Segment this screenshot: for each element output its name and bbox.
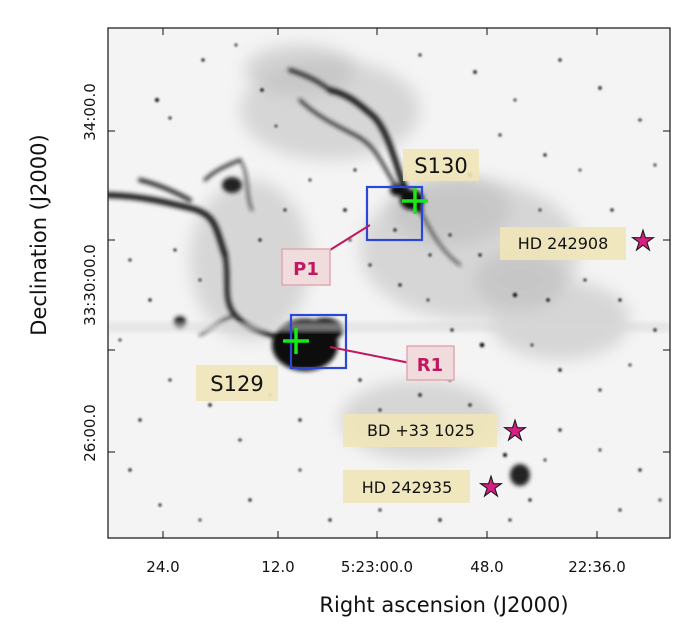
bd33-label: BD +33 1025 [367, 421, 475, 440]
x-tick-label: 22:36.0 [568, 558, 626, 576]
p1-label-bg [281, 248, 331, 286]
y-tick-label: 26:00.0 [81, 404, 99, 462]
p1-label: P1 [293, 259, 319, 280]
s129-cross-marker [283, 328, 309, 354]
tick-marks [108, 28, 670, 538]
x-axis-label: Right ascension (J2000) [319, 593, 568, 617]
r1-label: R1 [417, 355, 443, 376]
r1-pointer-line [329, 346, 411, 364]
r1-label-bg [406, 345, 455, 381]
plot-frame [107, 27, 671, 539]
hd242935-label-bg [343, 470, 470, 503]
hd242908-label: HD 242908 [518, 234, 609, 253]
s130-cross-marker [402, 188, 428, 214]
x-tick-label: 5:23:00.0 [341, 558, 413, 576]
s130-label: S130 [414, 154, 467, 178]
s129-label-bg [196, 365, 278, 401]
x-tick-label: 12.0 [261, 558, 294, 576]
y-axis-label: Declination (J2000) [27, 134, 51, 335]
hd242908-label-bg [500, 227, 626, 260]
hd242908-star-icon [630, 228, 656, 252]
nebula-image [108, 28, 670, 538]
x-tick-label: 48.0 [470, 558, 503, 576]
x-tick-label: 24.0 [146, 558, 179, 576]
y-tick-label: 33:30:00.0 [81, 244, 99, 326]
y-tick-label: 34:00.0 [81, 83, 99, 141]
s129-label: S129 [210, 372, 263, 396]
s130-box [365, 185, 424, 242]
bd33-star-icon [502, 418, 528, 442]
bd33-label-bg [343, 414, 497, 447]
hd242935-label: HD 242935 [362, 478, 453, 497]
s130-label-bg [403, 149, 479, 181]
p1-pointer-line [329, 224, 371, 251]
hd242935-star-icon [478, 474, 504, 498]
